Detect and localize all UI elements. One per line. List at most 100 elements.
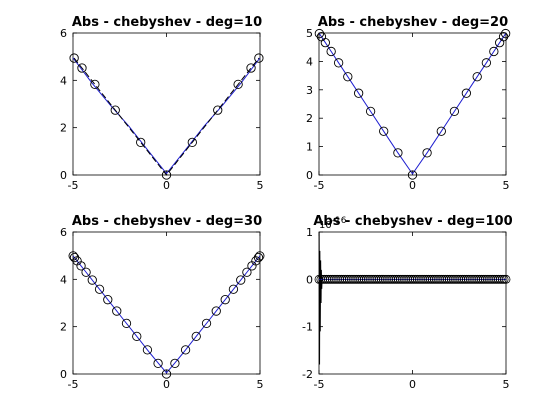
data-point-marker xyxy=(422,274,432,284)
data-point-marker xyxy=(352,274,362,284)
data-point-marker xyxy=(369,274,379,284)
y-tick-label: 3 xyxy=(306,84,313,97)
data-point-marker xyxy=(480,274,490,284)
data-point-marker xyxy=(490,274,500,284)
data-point-marker xyxy=(358,274,367,284)
data-point-marker xyxy=(414,274,424,284)
data-point-marker xyxy=(371,274,381,284)
y-tick-label: 4 xyxy=(60,74,67,87)
data-point-marker xyxy=(416,274,426,284)
y-tick-label: 4 xyxy=(60,273,67,286)
data-point-marker xyxy=(314,28,325,39)
data-point-marker xyxy=(393,148,403,158)
x-tick-label: 0 xyxy=(163,378,170,391)
y-tick-label: 1 xyxy=(306,141,313,154)
data-point-marker xyxy=(132,331,142,342)
data-point-marker xyxy=(443,274,452,284)
data-point-marker xyxy=(386,274,396,284)
data-point-marker xyxy=(456,274,466,284)
data-point-marker xyxy=(395,274,405,284)
series-line xyxy=(72,57,261,175)
data-point-marker xyxy=(481,58,492,68)
data-point-marker xyxy=(337,274,347,284)
exponent-power: -16 xyxy=(332,216,347,226)
exponent-base: 10 xyxy=(319,220,332,231)
y-tick-label: -1 xyxy=(302,321,313,334)
data-point-marker xyxy=(331,274,341,284)
data-point-marker xyxy=(458,274,467,284)
data-point-marker xyxy=(433,274,443,284)
data-point-marker xyxy=(478,274,488,284)
y-tick-label: 2 xyxy=(306,112,313,125)
data-point-marker xyxy=(170,358,180,368)
data-point-marker xyxy=(213,105,223,115)
data-point-marker xyxy=(471,274,481,284)
data-point-marker xyxy=(461,88,472,98)
series-line xyxy=(72,255,261,374)
x-tick-label: 0 xyxy=(409,179,416,192)
subplot-deg-100: Abs - chebyshev - deg=100 -5 0 5 -2 -1 0 1 10-1… xyxy=(302,214,513,391)
data-point-marker xyxy=(397,274,407,284)
data-point-marker xyxy=(435,274,445,284)
data-point-marker xyxy=(492,274,501,284)
data-point-marker xyxy=(392,274,401,284)
data-point-marker xyxy=(180,345,191,355)
data-point-marker xyxy=(242,267,252,277)
data-point-marker xyxy=(409,274,418,284)
data-point-marker xyxy=(327,274,337,284)
y-tick-label: 2 xyxy=(60,321,67,334)
data-point-marker xyxy=(373,274,382,284)
data-point-marker xyxy=(110,105,120,115)
data-point-marker xyxy=(201,318,212,329)
data-point-marker xyxy=(431,274,441,284)
data-point-marker xyxy=(318,274,328,284)
data-point-marker xyxy=(448,274,458,284)
y-tick-label: 4 xyxy=(306,55,313,68)
data-point-marker xyxy=(390,274,399,284)
x-tick-label: 0 xyxy=(409,378,416,391)
data-point-marker xyxy=(81,267,91,277)
series-line xyxy=(73,57,260,176)
x-tick-label: 5 xyxy=(503,179,510,192)
data-point-marker xyxy=(236,275,246,285)
data-point-marker xyxy=(77,63,87,73)
data-point-marker xyxy=(499,274,509,284)
data-point-marker xyxy=(361,274,371,284)
data-point-marker xyxy=(333,274,343,284)
data-point-marker xyxy=(343,72,353,82)
data-point-marker xyxy=(469,274,479,284)
data-point-marker xyxy=(403,274,413,284)
data-point-marker xyxy=(367,274,377,284)
axes-box xyxy=(318,32,507,176)
data-point-marker xyxy=(255,251,265,261)
data-point-marker xyxy=(365,106,376,117)
data-point-marker xyxy=(191,331,201,342)
data-point-marker xyxy=(69,252,80,263)
axes-box xyxy=(318,231,507,375)
data-point-marker xyxy=(121,318,132,329)
data-point-marker xyxy=(153,358,163,368)
data-point-marker xyxy=(497,274,507,284)
data-point-marker xyxy=(233,79,243,90)
data-point-marker xyxy=(465,274,475,284)
subplot-title: Abs - chebyshev - deg=20 xyxy=(318,15,508,30)
data-point-marker xyxy=(500,28,511,39)
y-tick-label: 1 xyxy=(306,226,313,239)
data-point-marker xyxy=(393,274,403,284)
data-point-marker xyxy=(436,126,446,136)
data-point-marker xyxy=(446,274,456,284)
data-point-marker xyxy=(356,274,365,284)
data-point-marker xyxy=(441,274,450,284)
y-exponent-label: 10-16 xyxy=(319,216,347,231)
x-tick-label: 0 xyxy=(163,179,170,192)
data-point-marker xyxy=(463,274,473,284)
data-point-marker xyxy=(410,274,420,284)
data-point-marker xyxy=(333,58,344,68)
data-point-marker xyxy=(439,274,449,284)
data-point-marker xyxy=(449,106,460,117)
data-point-marker xyxy=(378,274,388,284)
data-point-marker xyxy=(324,274,333,284)
data-point-marker xyxy=(472,72,482,82)
